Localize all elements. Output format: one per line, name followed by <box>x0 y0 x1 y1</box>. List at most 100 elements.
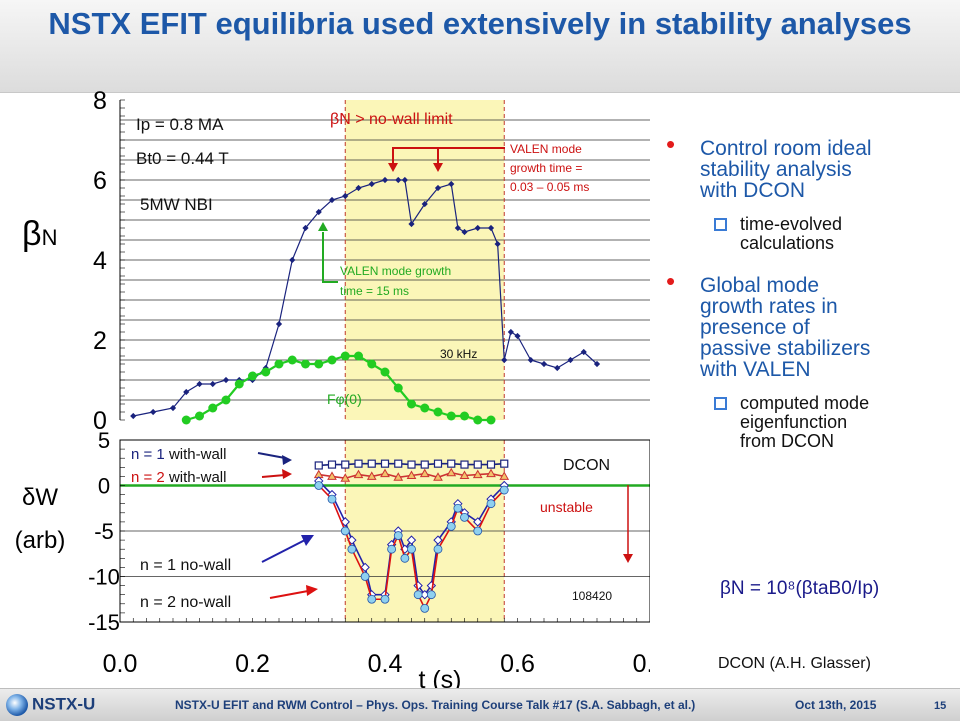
delta-w-point <box>446 467 457 477</box>
beta-n-point <box>501 356 508 364</box>
delta-w-point <box>433 535 443 545</box>
beta-n-point <box>421 200 428 208</box>
beta-n-point <box>130 412 137 420</box>
region-label: βN > no-wall limit <box>330 111 453 128</box>
beta-n-point <box>474 224 481 232</box>
delta-w-point <box>426 590 436 600</box>
delta-w-point <box>433 472 443 481</box>
arrow-head-icon <box>433 163 443 172</box>
fphi-point <box>261 367 271 377</box>
x-tick-label: 0.2 <box>235 650 270 678</box>
fphi-point <box>420 403 430 413</box>
n1-nowall-arrow <box>261 539 306 563</box>
x-axis-label: t (s) <box>418 666 461 688</box>
delta-w-point <box>340 473 351 482</box>
delta-w-point <box>473 526 483 536</box>
y-tick-label: 6 <box>93 167 107 195</box>
fphi-point <box>314 359 324 369</box>
bullet-list: • Control room ideal stability analysis … <box>660 131 950 473</box>
delta-w-point <box>420 460 429 469</box>
delta-w-point <box>341 460 350 469</box>
delta-w-point <box>447 459 456 468</box>
delta-w-point <box>314 481 324 490</box>
delta-w-point <box>393 531 403 540</box>
delta-w-point <box>394 459 403 468</box>
y-tick-label: 0 <box>93 407 107 435</box>
y-axis-label-beta: β <box>22 215 42 253</box>
valen-red-label-1: VALEN mode <box>510 142 582 156</box>
delta-w-point <box>314 461 323 470</box>
delta-w-chart: 5 0 -5 -10 -15 δW (arb) 0.0 0.2 0.4 0.6 0.8 t (s) DCO… <box>15 428 650 688</box>
delta-w-point <box>420 603 430 613</box>
delta-w-point <box>499 485 509 495</box>
delta-w-point <box>354 459 363 468</box>
title-bar <box>0 0 960 93</box>
beta-n-point <box>408 220 415 228</box>
delta-w-point <box>486 460 496 469</box>
n1-withwall-arrow <box>257 452 286 459</box>
fphi-point <box>473 415 483 425</box>
arrow-head-icon <box>282 469 292 479</box>
beta-n-point <box>540 360 548 368</box>
delta-w-point <box>367 459 376 468</box>
delta-w-point <box>366 471 377 480</box>
fphi-point <box>248 371 257 381</box>
beta-n-point <box>567 356 574 364</box>
bt-label: Bt0 = 0.44 T <box>136 149 229 168</box>
beta-n-point <box>454 224 461 232</box>
y-axis-label: (arb) <box>15 527 66 554</box>
n1-withwall-text: with-wall <box>165 446 227 463</box>
delta-w-point <box>400 553 410 563</box>
fphi-point <box>354 351 363 361</box>
valen-green-label-2: time = 15 ms <box>340 284 409 298</box>
fphi-point <box>287 355 297 365</box>
y-tick-label: 4 <box>93 247 107 275</box>
beta-n-point <box>355 184 362 192</box>
fphi-label: Fφ(0) <box>327 391 362 407</box>
valen-red-label-2: growth time = <box>510 161 582 175</box>
y-tick-label: -15 <box>88 610 120 635</box>
delta-w-point <box>459 470 470 479</box>
nbi-label: 5MW NBI <box>140 195 213 214</box>
beta-n-point <box>527 356 534 364</box>
arrow-head-icon <box>301 535 314 546</box>
delta-w-point <box>393 472 404 481</box>
beta-n-point <box>554 364 561 372</box>
delta-w-point <box>360 572 370 581</box>
delta-w-point <box>327 471 337 480</box>
y-tick-label: 2 <box>93 327 107 355</box>
fphi-point <box>195 411 204 421</box>
x-tick-label: 0.8 <box>633 650 650 678</box>
beta-n-point <box>196 380 203 388</box>
beta-n-point <box>183 388 190 396</box>
fphi-point <box>486 415 496 425</box>
delta-w-point <box>473 517 483 527</box>
nstx-u-logo: NSTX-U <box>6 694 95 716</box>
beta-n-point <box>395 176 402 184</box>
fphi-point <box>407 399 416 409</box>
fphi-point <box>460 411 469 421</box>
y-axis-label-sub: N <box>42 225 58 250</box>
delta-w-point <box>486 499 496 509</box>
valen-green-arrow <box>322 232 338 283</box>
y-axis-label: δW <box>22 484 58 511</box>
delta-w-point <box>460 460 469 469</box>
beta-n-formula: βN = 10⁸(βtaB0/Ip) <box>720 578 880 599</box>
delta-w-point <box>380 594 390 604</box>
fphi-point <box>274 359 284 369</box>
n1-withwall-n: n = 1 <box>131 446 165 463</box>
fphi-point <box>433 407 443 417</box>
valen-red-arrow <box>392 147 505 164</box>
beta-n-point <box>275 320 283 328</box>
fphi-point <box>367 359 377 369</box>
subbullet-eigenfunction: computed mode eigenfunction from DCON <box>660 394 950 451</box>
fphi-point <box>301 359 310 369</box>
beta-n-point <box>593 360 601 368</box>
n2-withwall-arrow <box>261 474 286 478</box>
delta-w-point <box>446 522 456 531</box>
delta-w-point <box>360 562 370 573</box>
delta-w-point <box>453 503 463 513</box>
beta-n-point <box>169 404 177 412</box>
beta-n-point <box>401 176 408 184</box>
